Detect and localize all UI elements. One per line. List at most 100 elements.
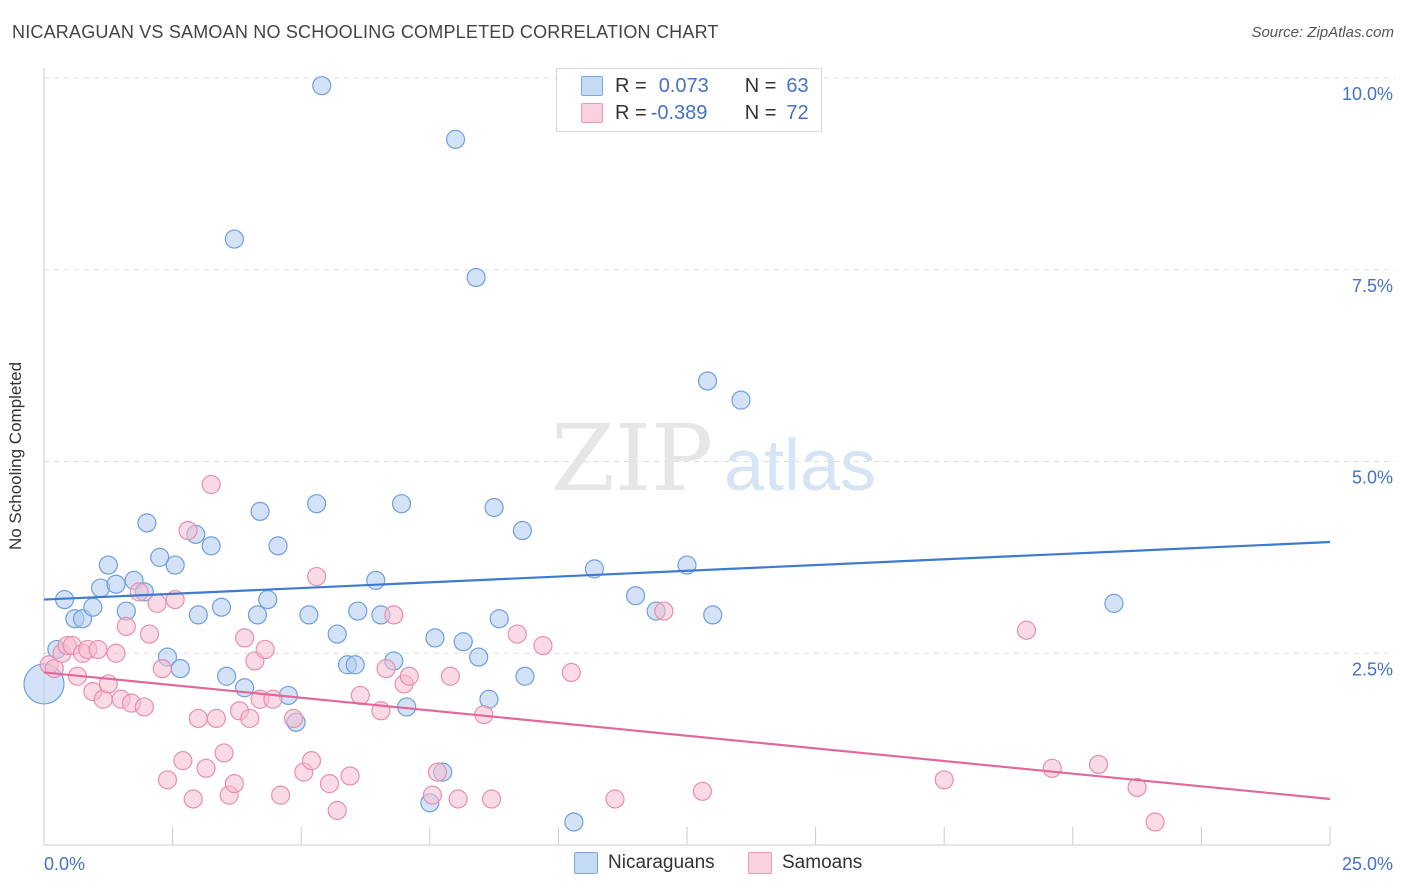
nicaraguan-point — [466, 267, 486, 288]
samoan-point — [214, 743, 234, 763]
samoan-point — [283, 708, 304, 729]
samoan-point — [440, 666, 460, 686]
legend-r-value: -0.389 — [650, 101, 708, 124]
legend-n-value: 72 — [786, 101, 809, 124]
samoan-point — [157, 770, 178, 790]
samoan-point — [263, 689, 283, 709]
y-tick-label: 7.5% — [1352, 276, 1393, 296]
x-tick-label: 0.0% — [44, 854, 85, 874]
samoan-point — [271, 785, 291, 805]
samoan-point — [106, 643, 126, 663]
nicaraguan-point — [425, 628, 445, 648]
bottom-legend-label: Samoans — [782, 852, 863, 873]
samoan-point — [1016, 620, 1037, 640]
nicaraguan-point — [170, 658, 190, 679]
axis-layer — [43, 68, 1331, 846]
samoan-point — [116, 616, 136, 637]
y-tick-label: 10.0% — [1342, 84, 1393, 104]
nicaraguan-point — [697, 371, 718, 391]
grid-layer — [44, 77, 1395, 654]
bottom-legend-samoans[interactable]: Samoans — [748, 852, 862, 874]
nicaraguan-point — [307, 494, 327, 514]
legend-r-label: R = — [615, 74, 647, 97]
samoan-point — [201, 474, 221, 495]
nicaraguan-point — [731, 390, 751, 410]
nicaraguan-point — [98, 555, 118, 575]
samoan-point — [384, 605, 404, 625]
bottom-legend-swatch-blue — [574, 852, 598, 874]
samoan-point — [350, 685, 370, 706]
samoan-point — [507, 624, 527, 644]
samoan-point — [376, 658, 396, 679]
samoan-point — [255, 639, 275, 660]
watermark: ZIP atlas — [551, 405, 876, 512]
nicaraguan-point — [83, 597, 103, 617]
nicaraguan-point — [258, 589, 278, 610]
samoan-point — [307, 566, 327, 587]
y-axis-label: No Schooling Completed — [6, 361, 25, 551]
bottom-legend-label: Nicaraguans — [608, 852, 715, 873]
samoan-point — [301, 751, 322, 771]
nicaraguan-point — [150, 547, 170, 567]
nicaraguan-point — [137, 513, 157, 533]
legend-swatch-pink — [581, 103, 603, 123]
samoan-point — [88, 639, 108, 660]
samoan-point — [340, 766, 360, 786]
legend-row-nicaraguans: R = 0.073 N = 63 — [581, 73, 809, 99]
nicaraguan-point — [312, 76, 332, 96]
bottom-legend-nicaraguans[interactable]: Nicaraguans — [574, 852, 715, 874]
nicaraguan-point — [188, 605, 208, 625]
nicaraguan-point — [345, 655, 365, 675]
nicaraguan-point — [235, 678, 255, 698]
samoan-point — [196, 758, 216, 778]
nicaraguan-point — [584, 559, 605, 579]
nicaraguan-point — [489, 609, 509, 629]
bottom-legend-swatch-pink — [748, 852, 772, 874]
nicaraguan-point — [224, 229, 244, 249]
nicaraguan-point — [268, 536, 288, 556]
x-tick-label: 25.0% — [1342, 854, 1393, 874]
nicaraguan-point — [453, 632, 473, 652]
samoan-point — [1088, 754, 1109, 775]
samoan-trend-line — [43, 671, 1331, 801]
samoan-point — [240, 708, 260, 729]
samoan-point — [481, 789, 502, 809]
nicaraguan-point — [299, 605, 319, 625]
samoan-point — [692, 781, 713, 801]
samoan-point — [399, 666, 419, 686]
samoan-point — [533, 635, 553, 656]
nicaraguan-trend-line — [43, 540, 1331, 601]
samoan-point — [561, 662, 581, 683]
nicaraguan-point — [250, 501, 270, 521]
source-label: Source: ZipAtlas.com — [1251, 24, 1394, 41]
nicaraguan-point — [445, 129, 466, 149]
legend-n-value: 63 — [786, 74, 809, 97]
nicaraguan-point — [625, 586, 646, 606]
nicaraguan-point — [106, 574, 126, 594]
watermark-zip: ZIP — [551, 405, 713, 512]
nicaraguan-point — [327, 624, 347, 644]
samoan-point — [1042, 758, 1062, 778]
nicaraguan-point — [512, 520, 532, 541]
samoan-point — [422, 785, 442, 805]
correlation-legend: R = 0.073 N = 63 R = -0.389 N = 72 — [556, 68, 822, 132]
samoan-point — [129, 582, 149, 602]
samoan-point — [319, 774, 340, 794]
samoan-point — [605, 789, 625, 809]
samoan-point — [427, 762, 448, 782]
nicaraguan-point — [165, 555, 185, 575]
samoan-point — [934, 770, 954, 790]
nicaraguan-point — [1104, 593, 1124, 613]
nicaraguan-point — [366, 570, 386, 590]
samoan-point — [173, 751, 193, 771]
samoan-point — [654, 601, 674, 621]
trend-layer — [43, 540, 1331, 801]
legend-n-label: N = — [744, 101, 777, 124]
y-tick-label: 5.0% — [1352, 468, 1393, 488]
legend-r-value: 0.073 — [658, 74, 709, 97]
legend-swatch-blue — [581, 76, 603, 96]
legend-r-label: R = — [615, 101, 647, 124]
nicaraguan-point — [201, 536, 221, 556]
nicaraguan-point — [348, 601, 368, 621]
nicaraguan-point — [703, 605, 723, 625]
